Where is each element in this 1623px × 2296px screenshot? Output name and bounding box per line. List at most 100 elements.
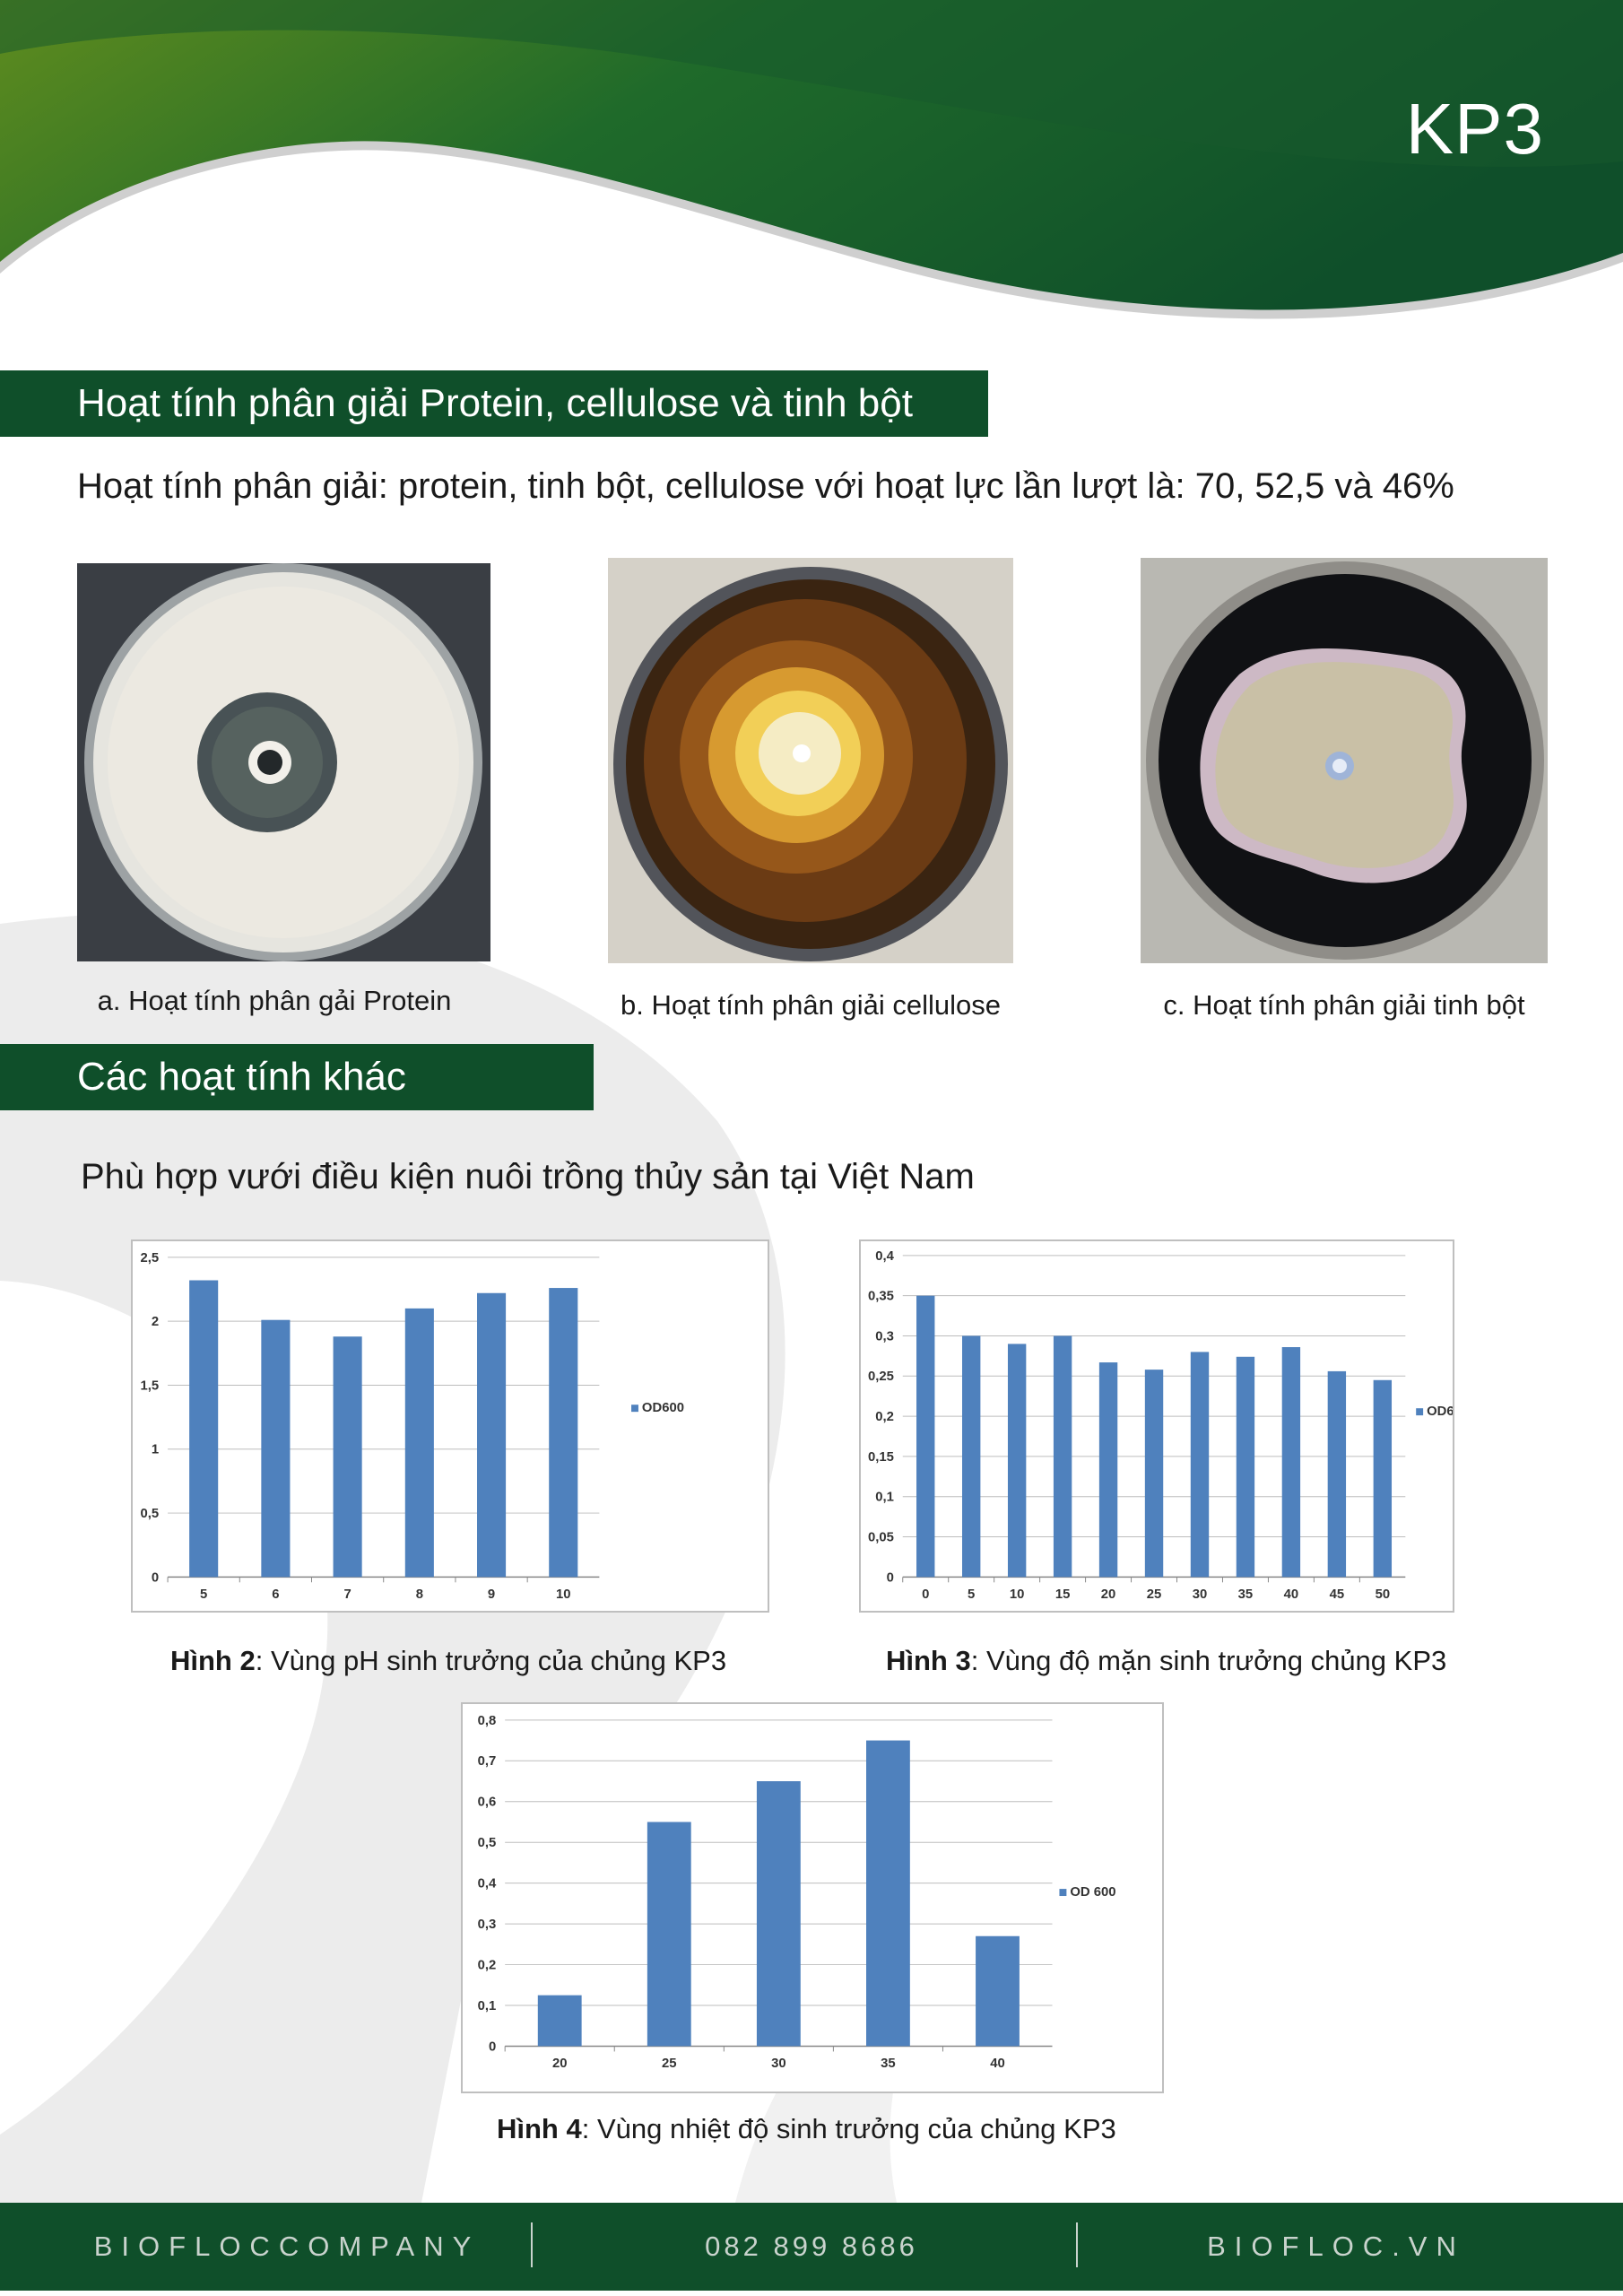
photo-protein-plate [77,563,490,961]
bar [1373,1379,1393,1578]
x-tick-label: 0 [922,1587,929,1602]
x-tick-label: 30 [771,2057,786,2071]
suitability-statement: Phù hợp vưới điều kiện nuôi trồng thủy s… [81,1157,975,1196]
y-tick-label: 0,5 [478,1836,497,1850]
footer-website[interactable]: BIOFLOC.VN [1207,2231,1465,2262]
x-tick-label: 5 [200,1587,207,1602]
footer-company: BIOFLOCCOMPANY [93,2231,481,2262]
document-title: KP3 [1405,89,1544,169]
y-tick-label: 0,4 [875,1249,894,1264]
legend-label: OD 600 [1070,1885,1115,1900]
caption-protein: a. Hoạt tính phân gải Protein [97,985,452,1016]
bar [404,1308,434,1578]
y-tick-label: 0 [887,1570,894,1585]
header-wave [0,0,1623,319]
x-tick-label: 10 [1010,1587,1025,1602]
photo-starch-plate [1141,558,1548,963]
y-tick-label: 0 [152,1570,159,1585]
figure-2-caption: Hình 2: Vùng pH sinh trưởng của chủng KP… [170,1645,726,1677]
footer-bar: BIOFLOCCOMPANY 082 899 8686 BIOFLOC.VN [0,2203,1623,2291]
figure-3-label: Hình 3 [886,1645,971,1676]
chart-ph-growth: 0 0,5 1 1,5 2 2,5 5 6 7 8 9 10 OD600 [131,1239,769,1613]
figure-4-caption: Hình 4: Vùng nhiệt độ sinh trưởng của ch… [497,2113,1116,2145]
y-tick-label: 1 [152,1443,159,1457]
chart-ph-svg: 0 0,5 1 1,5 2 2,5 5 6 7 8 9 10 OD600 [141,1251,684,1602]
y-tick-label: 0,25 [868,1370,894,1384]
y-tick-label: 0,05 [868,1531,894,1545]
x-tick-label: 6 [272,1587,279,1602]
legend-label: OD600 [642,1401,684,1415]
x-tick-label: 8 [416,1587,423,1602]
caption-cellulose: b. Hoạt tính phân giải cellulose [621,989,1001,1021]
y-tick-label: 0,3 [875,1329,894,1344]
y-tick-label: 2,5 [141,1251,160,1265]
x-tick-label: 20 [1101,1587,1116,1602]
caption-starch: c. Hoạt tính phân giải tinh bột [1163,989,1525,1021]
x-tick-label: 50 [1376,1587,1391,1602]
bar [1053,1335,1072,1578]
bar [1098,1362,1118,1578]
y-tick-label: 0,6 [478,1796,497,1810]
section-heading-other-activities: Các hoạt tính khác [0,1044,594,1110]
bar [976,1935,1020,2047]
footer-phone[interactable]: 082 899 8686 [705,2231,918,2262]
footer-divider-1 [531,2222,533,2267]
x-tick-label: 9 [488,1587,495,1602]
y-tick-label: 1,5 [141,1378,160,1393]
bar [537,1995,582,2047]
figure-3-caption: Hình 3: Vùng độ mặn sinh trưởng chủng KP… [886,1645,1446,1677]
x-tick-label: 25 [1147,1587,1162,1602]
y-tick-label: 0,35 [868,1290,894,1304]
bar [961,1335,981,1578]
bar [549,1288,578,1578]
photo-cellulose-plate [608,558,1013,963]
x-tick-label: 7 [343,1587,351,1602]
chart-temperature-svg: 0 0,1 0,2 0,3 0,4 0,5 0,6 0,7 0,8 20 25 30 35 40 OD 60… [478,1714,1116,2071]
y-tick-label: 0,4 [478,1877,497,1892]
figure-3-text: : Vùng độ mặn sinh trưởng chủng KP3 [970,1645,1447,1676]
chart-salinity-growth: 0 0,05 0,1 0,15 0,2 0,25 0,3 0,35 0,4 0 5 10 15 20 25 3… [859,1239,1454,1613]
bar [189,1280,219,1578]
bar [647,1822,691,2047]
bar [1281,1347,1301,1578]
y-tick-label: 0,1 [875,1491,894,1505]
x-tick-label: 5 [968,1587,975,1602]
legend-label: OD600 [1427,1405,1453,1419]
footer-divider-2 [1076,2222,1078,2267]
bar [1144,1370,1164,1578]
chart-temperature-growth: 0 0,1 0,2 0,3 0,4 0,5 0,6 0,7 0,8 20 25 30 35 40 OD 60… [461,1702,1164,2093]
bar [916,1295,935,1578]
bar [1190,1352,1210,1578]
y-tick-label: 0,15 [868,1450,894,1465]
x-tick-label: 20 [552,2057,568,2071]
chart-salinity-svg: 0 0,05 0,1 0,15 0,2 0,25 0,3 0,35 0,4 0 5 10 15 20 25 3… [868,1249,1453,1602]
y-tick-label: 2 [152,1315,159,1329]
legend-swatch [631,1405,638,1413]
x-tick-label: 35 [881,2057,896,2071]
figure-2-text: : Vùng pH sinh trưởng của chủng KP3 [255,1645,727,1676]
figure-4-text: : Vùng nhiệt độ sinh trưởng của chủng KP… [581,2113,1116,2144]
bar [1236,1356,1255,1578]
bar [756,1781,801,2047]
legend-swatch [1059,1889,1067,1897]
x-tick-label: 40 [990,2057,1005,2071]
y-tick-label: 0,2 [875,1410,894,1424]
y-tick-label: 0,5 [141,1507,160,1521]
x-tick-label: 45 [1330,1587,1345,1602]
x-tick-label: 30 [1193,1587,1208,1602]
x-tick-label: 25 [662,2057,677,2071]
y-tick-label: 0,8 [478,1714,497,1728]
bar [866,1740,910,2047]
bar [1007,1344,1027,1578]
section-heading-enzyme-activity: Hoạt tính phân giải Protein, cellulose v… [0,370,988,437]
figure-4-label: Hình 4 [497,2113,582,2144]
x-tick-label: 10 [556,1587,571,1602]
bar [333,1336,362,1578]
x-tick-label: 40 [1284,1587,1299,1602]
figure-2-label: Hình 2 [170,1645,256,1676]
bar [477,1292,507,1578]
bar [1327,1370,1347,1578]
x-tick-label: 15 [1055,1587,1071,1602]
bar [261,1319,291,1578]
y-tick-label: 0,7 [478,1754,497,1769]
